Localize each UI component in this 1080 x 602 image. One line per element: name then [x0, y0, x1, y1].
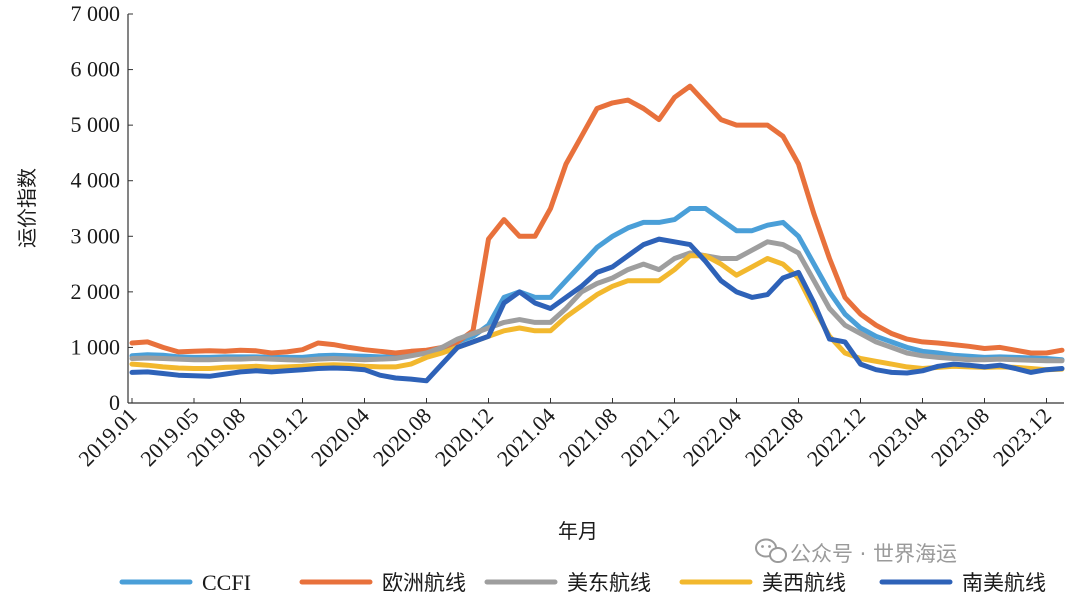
series-line-5 [129, 236, 1065, 384]
x-tick-label: 2021.04 [492, 403, 560, 471]
x-tick-label: 2019.01 [73, 403, 141, 471]
x-tick-label: 2019.12 [244, 403, 312, 471]
legend-label-3: 美东航线 [567, 571, 651, 595]
legend-label-4: 美西航线 [762, 571, 846, 595]
series-line-4 [129, 253, 1065, 373]
x-tick-label: 2020.08 [368, 403, 436, 471]
x-tick-label: 2023.08 [926, 403, 994, 471]
y-tick-label: 3 000 [71, 223, 121, 248]
series-line-3 [129, 239, 1065, 364]
x-tick-label: 2022.04 [678, 403, 746, 471]
series-lines [129, 83, 1065, 384]
x-tick-label: 2021.12 [616, 403, 684, 471]
x-axis-title: 年月 [558, 519, 598, 543]
x-tick-label: 2023.12 [988, 403, 1056, 471]
x-tick-label: 2020.04 [306, 403, 374, 471]
y-tick-label: 4 000 [71, 168, 121, 193]
x-tick-labels: 2019.012019.052019.082019.122020.042020.… [73, 398, 1056, 471]
x-tick-label: 2020.12 [430, 403, 498, 471]
x-tick-label: 2022.08 [740, 403, 808, 471]
watermark-text: 公众号 · 世界海运 [790, 542, 957, 566]
axes [127, 14, 1064, 404]
y-tick-label: 6 000 [71, 57, 121, 82]
watermark: 公众号 · 世界海运 [755, 538, 957, 566]
y-tick-label: 0 [109, 390, 120, 415]
x-tick-label: 2022.12 [802, 403, 870, 471]
legend: CCFI 欧洲航线 美东航线 美西航线 南美航线 [119, 570, 1046, 595]
wechat-icon [755, 538, 787, 563]
y-axis-title: 运价指数 [15, 168, 39, 248]
y-tick-label: 2 000 [71, 279, 121, 304]
x-tick-label: 2023.04 [864, 403, 932, 471]
y-tick-label: 1 000 [71, 334, 121, 359]
y-tick-label: 5 000 [71, 112, 121, 137]
y-tick-labels: 0 1 000 2 000 3 000 4 000 5 000 6 000 7 000 [71, 1, 133, 415]
legend-label-2: 欧洲航线 [382, 571, 466, 595]
y-tick-label: 7 000 [71, 1, 121, 26]
legend-label-1: CCFI [202, 570, 251, 595]
legend-label-5: 南美航线 [962, 571, 1046, 595]
x-tick-label: 2021.08 [554, 403, 622, 471]
series-line-2 [129, 83, 1065, 356]
